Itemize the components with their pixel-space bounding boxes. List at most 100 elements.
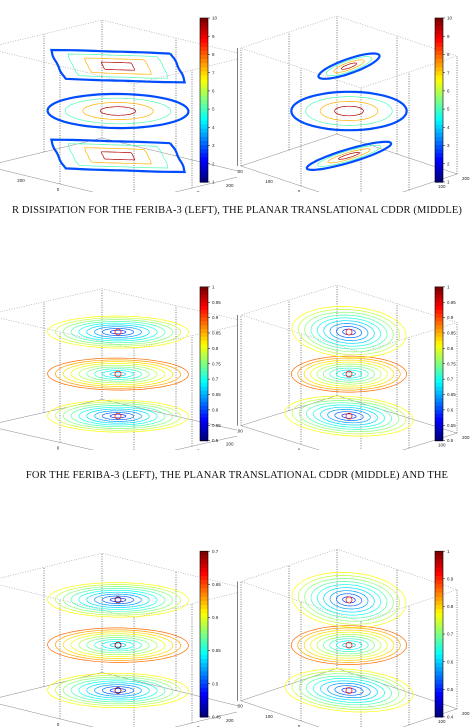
contour-line (334, 685, 364, 696)
colorbar-band (200, 95, 208, 101)
colorbar-band (435, 112, 443, 117)
contour-line (317, 52, 381, 80)
colorbar-tick-label: 9 (447, 34, 450, 39)
contour-line (47, 627, 189, 663)
contour-peak (114, 687, 122, 694)
colorbar-band (435, 692, 443, 697)
colorbar-band (200, 692, 208, 697)
slice-1 (50, 138, 186, 174)
colorbar-band (200, 654, 208, 660)
colorbar-band (435, 302, 443, 307)
colorbar-band (200, 559, 208, 565)
colorbar-tick-label: 0.7 (447, 632, 454, 637)
slice-1 (47, 399, 189, 433)
contour-line (341, 413, 357, 419)
colorbar-band (435, 551, 443, 556)
plot-row3-right: 300-30θ_y [°]2001000-100-200y [mm]200100… (237, 549, 470, 727)
colorbar-band (435, 128, 443, 134)
colorbar-band (435, 394, 443, 399)
slice-1 (284, 668, 414, 713)
colorbar-band (200, 571, 208, 577)
colorbar-band (200, 634, 208, 639)
colorbar-band (435, 617, 443, 623)
colorbar-band (200, 145, 208, 150)
colorbar-band (435, 298, 443, 303)
colorbar-band (435, 34, 443, 40)
colorbar-band (200, 402, 208, 407)
bottom-frame (240, 668, 458, 727)
contour-line (109, 597, 127, 603)
x-tick-label: 200 (226, 183, 234, 188)
slice-3 (47, 315, 189, 349)
slice-3 (291, 572, 407, 628)
contour-line (323, 636, 375, 655)
contour-line (342, 642, 356, 648)
colorbar-band (200, 413, 208, 419)
contour-line (329, 323, 369, 341)
colorbar-band (200, 352, 208, 357)
slice-2 (291, 355, 407, 393)
contour-line (310, 314, 388, 350)
colorbar-band (435, 149, 443, 154)
contour-line (47, 399, 189, 433)
colorbar-tick-label: 0.8 (447, 346, 454, 351)
contour-line (84, 147, 152, 165)
colorbar-band (200, 425, 208, 430)
y-tick-label: 200 (237, 704, 243, 709)
colorbar-band (435, 87, 443, 93)
contour-line (335, 593, 363, 607)
contour-line (64, 97, 172, 125)
contour-line (109, 413, 127, 419)
colorbar-tick-label: 0.6 (447, 407, 454, 412)
colorbar-band (200, 141, 208, 146)
colorbar-tick-label: 0.65 (212, 392, 221, 397)
contour-line (327, 148, 371, 164)
colorbar-band (200, 390, 208, 396)
colorbar-frame (199, 550, 209, 718)
axes-grid (237, 15, 458, 192)
contour-line (316, 634, 382, 657)
contour-line (70, 405, 166, 428)
colorbar-band (200, 75, 208, 81)
colorbar-band (200, 108, 208, 113)
top-frame (0, 288, 237, 350)
colorbar-band (435, 642, 443, 648)
colorbar-band (435, 91, 443, 97)
colorbar-band (200, 712, 208, 718)
colorbar-band (435, 675, 443, 681)
colorbar-tick-label: 0.5 (447, 687, 454, 692)
colorbar-band (200, 642, 208, 648)
contour-line (62, 586, 174, 614)
contour-line (55, 359, 181, 389)
contour-line (100, 151, 136, 161)
contour-peak (345, 596, 353, 604)
colorbar (199, 17, 210, 183)
colorbar-tick-label: 0.7 (212, 549, 219, 554)
colorbar-band (435, 141, 443, 146)
colorbar-band (435, 567, 443, 573)
contour-line (82, 102, 154, 120)
colorbar-band (200, 100, 208, 105)
colorbar-band (200, 22, 208, 27)
colorbar-band (435, 104, 443, 109)
contour-line (305, 402, 393, 430)
colorbar-band (435, 54, 443, 60)
contour-line (342, 371, 356, 377)
colorbar-band (200, 367, 208, 373)
contour-peak (114, 412, 122, 420)
colorbar-band (200, 580, 208, 585)
colorbar-band (200, 157, 208, 163)
colorbar-band (200, 306, 208, 311)
contour-line (335, 326, 363, 339)
colorbar-band (200, 309, 208, 315)
colorbar-band (200, 379, 208, 384)
colorbar-band (200, 325, 208, 330)
colorbar-tick-label: 1 (447, 180, 450, 185)
contour-line (297, 575, 401, 625)
x-tick-label: 0 (197, 190, 200, 192)
colorbar-band (200, 149, 208, 154)
colorbar-band (435, 650, 443, 656)
colorbar-band (200, 286, 208, 292)
contour-line (320, 406, 378, 426)
colorbar-band (435, 687, 443, 693)
